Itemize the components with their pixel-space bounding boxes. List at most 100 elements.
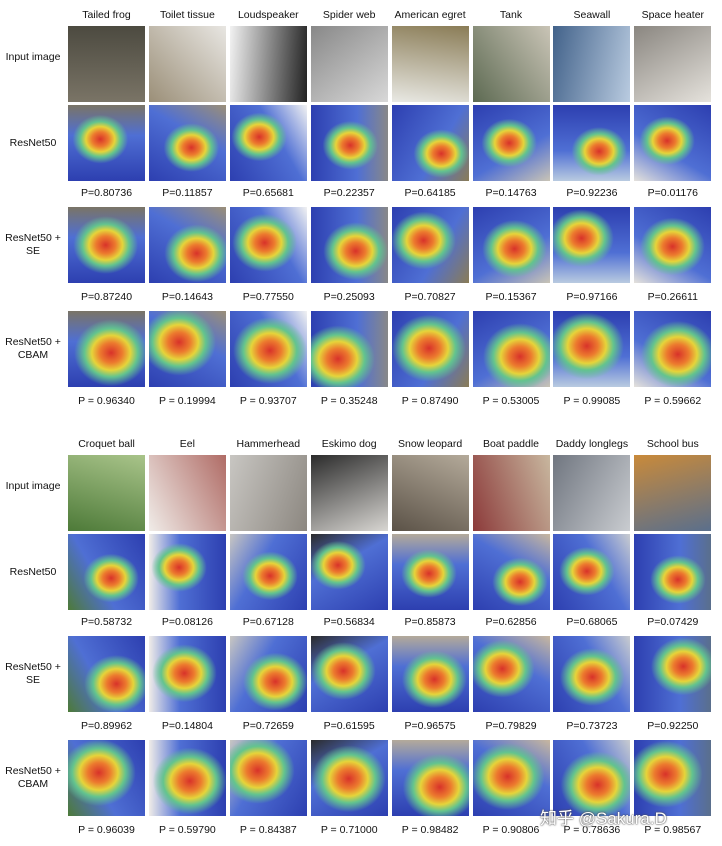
attention-heatmap	[68, 740, 145, 816]
probability: P = 0.87490	[401, 395, 459, 407]
attention-heatmap	[68, 311, 145, 387]
attention-heatmap	[472, 207, 550, 283]
probability: P=0.62856	[485, 616, 537, 628]
probability: P=0.07429	[647, 616, 699, 628]
probability: P=0.15367	[485, 291, 537, 303]
attention-heatmap	[553, 105, 631, 181]
attention-heatmap	[472, 105, 550, 181]
column-header: Loudspeaker	[237, 9, 299, 21]
input-image	[634, 26, 712, 102]
probability: P = 0.96039	[78, 824, 135, 836]
probability: P = 0.93707	[239, 395, 297, 407]
input-image	[148, 455, 226, 531]
input-image	[310, 455, 388, 531]
row-label: ResNet50	[9, 137, 57, 149]
probability: P=0.89962	[80, 720, 133, 732]
attention-heatmap	[229, 740, 307, 816]
probability: P=0.22357	[323, 187, 375, 199]
column-header: Space heater	[641, 9, 705, 21]
attention-heatmap	[68, 105, 145, 181]
attention-heatmap	[229, 207, 307, 283]
attention-heatmap	[553, 636, 631, 712]
probability: P=0.85873	[404, 616, 456, 628]
column-header: Tank	[499, 9, 523, 21]
attention-heatmap	[472, 636, 550, 712]
attention-heatmap	[310, 105, 388, 181]
probability: P=0.08126	[161, 616, 213, 628]
attention-heatmap	[310, 534, 388, 610]
probability: P=0.14804	[161, 720, 213, 732]
row-label: ResNet50 + SE	[5, 232, 61, 257]
column-header: Hammerhead	[236, 438, 301, 450]
input-image	[68, 455, 145, 531]
probability: P=0.70827	[404, 291, 456, 303]
input-image	[472, 455, 550, 531]
probability: P = 0.99085	[563, 395, 621, 407]
probability: P = 0.90806	[482, 824, 540, 836]
column-header: School bus	[646, 438, 699, 450]
probability: P=0.64185	[404, 187, 456, 199]
column-header: Daddy longlegs	[555, 438, 629, 450]
probability: P=0.67128	[242, 616, 294, 628]
input-image	[391, 26, 469, 102]
probability: P=0.96575	[404, 720, 456, 732]
probability: P = 0.84387	[239, 824, 297, 836]
input-image	[634, 455, 712, 531]
probability: P=0.80736	[80, 187, 133, 199]
attention-heatmap	[148, 311, 226, 387]
attention-heatmap	[391, 105, 469, 181]
probability: P = 0.96340	[78, 395, 135, 407]
probability: P = 0.98567	[644, 824, 702, 836]
probability: P = 0.59790	[159, 824, 216, 836]
attention-heatmap	[310, 636, 388, 712]
probability: P=0.61595	[323, 720, 375, 732]
probability: P = 0.71000	[320, 824, 378, 836]
attention-heatmap	[148, 534, 226, 610]
attention-heatmap	[634, 534, 712, 610]
input-image	[553, 455, 631, 531]
row-label: Input image	[5, 480, 61, 492]
row-label: Input image	[5, 51, 61, 63]
attention-heatmap	[310, 207, 388, 283]
column-header: American egret	[394, 9, 466, 21]
probability: P=0.14763	[485, 187, 537, 199]
attention-heatmap	[68, 636, 145, 712]
row-label: ResNet50 + SE	[5, 661, 61, 686]
probability: P=0.68065	[566, 616, 618, 628]
column-header: Toilet tissue	[159, 9, 215, 21]
probability: P=0.97166	[566, 291, 618, 303]
column-header: Croquet ball	[78, 438, 135, 450]
probability: P = 0.78636	[563, 824, 621, 836]
column-header: Seawall	[573, 9, 611, 21]
input-image	[229, 455, 307, 531]
probability: P=0.92250	[647, 720, 699, 732]
probability: P=0.14643	[161, 291, 213, 303]
attention-heatmap	[634, 636, 712, 712]
column-header: Eskimo dog	[321, 438, 377, 450]
attention-heatmap	[553, 207, 631, 283]
attention-heatmap	[148, 636, 226, 712]
watermark: 知乎 @Sakura.D	[540, 809, 667, 828]
probability: P = 0.53005	[482, 395, 540, 407]
attention-heatmap	[391, 740, 469, 816]
attention-heatmap	[148, 105, 226, 181]
attention-heatmap	[229, 105, 307, 181]
attention-heatmap	[553, 311, 631, 387]
probability: P=0.72659	[242, 720, 294, 732]
attention-heatmap	[229, 311, 307, 387]
attention-heatmap	[68, 207, 145, 283]
probability: P=0.92236	[566, 187, 618, 199]
column-header: Tailed frog	[82, 9, 131, 21]
probability: P=0.25093	[323, 291, 375, 303]
attention-heatmap	[553, 740, 631, 816]
attention-heatmap	[634, 207, 712, 283]
attention-heatmap	[553, 534, 631, 610]
attention-heatmap	[391, 207, 469, 283]
probability: P=0.65681	[242, 187, 294, 199]
attention-heatmap	[472, 534, 550, 610]
attention-heatmap	[68, 534, 145, 610]
probability: P=0.26611	[647, 291, 698, 303]
input-image	[229, 26, 307, 102]
attention-heatmap	[391, 311, 469, 387]
